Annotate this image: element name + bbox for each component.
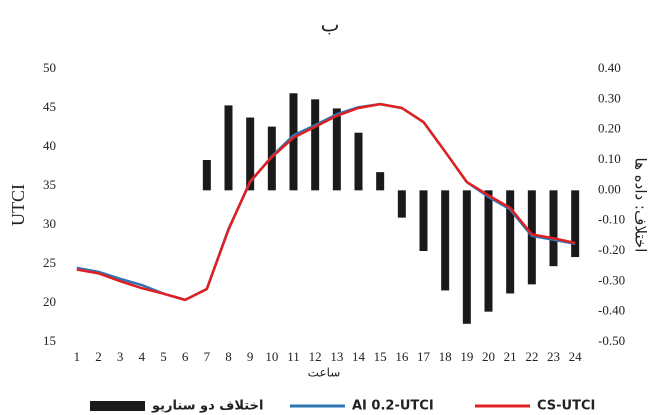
y2-axis-label: اختلاف: داده ها bbox=[632, 158, 650, 253]
x-tick-label: 8 bbox=[225, 349, 232, 364]
legend-label: AI 0.2-UTCI bbox=[352, 399, 434, 414]
x-axis-label: ساعت bbox=[308, 366, 341, 380]
x-tick-label: 1 bbox=[74, 349, 81, 364]
x-tick-label: 3 bbox=[117, 349, 124, 364]
bar bbox=[224, 105, 233, 191]
bar bbox=[289, 93, 298, 191]
y2-tick-label: 0.40 bbox=[598, 60, 621, 75]
x-tick-label: 11 bbox=[287, 349, 300, 364]
y2-tick-label: -0.50 bbox=[598, 333, 625, 348]
bar bbox=[441, 190, 450, 291]
y2-tick-label: -0.10 bbox=[598, 212, 625, 227]
x-tick-label: 6 bbox=[182, 349, 189, 364]
x-tick-label: 20 bbox=[482, 349, 495, 364]
y-tick-label: 50 bbox=[43, 60, 56, 75]
y2-tick-label: -0.20 bbox=[598, 242, 625, 257]
legend-label: اختلاف دو سناریو bbox=[151, 399, 263, 414]
y2-tick-label: 0.10 bbox=[598, 151, 621, 166]
y-tick-label: 25 bbox=[43, 255, 56, 270]
x-tick-label: 19 bbox=[460, 349, 473, 364]
y-tick-label: 35 bbox=[43, 177, 56, 192]
bar bbox=[354, 132, 363, 191]
bar bbox=[311, 99, 320, 191]
x-tick-label: 5 bbox=[160, 349, 167, 364]
y2-tick-label: 0.30 bbox=[598, 90, 621, 105]
y-tick-label: 30 bbox=[43, 216, 56, 231]
y2-tick-label: 0.00 bbox=[598, 181, 621, 196]
x-tick-label: 18 bbox=[439, 349, 452, 364]
y2-tick-label: -0.30 bbox=[598, 272, 625, 287]
bar bbox=[571, 190, 580, 258]
bar bbox=[506, 190, 515, 294]
y-tick-label: 15 bbox=[43, 333, 56, 348]
x-tick-label: 16 bbox=[395, 349, 409, 364]
x-tick-label: 13 bbox=[330, 349, 343, 364]
x-tick-label: 24 bbox=[569, 349, 583, 364]
bar bbox=[527, 190, 536, 285]
y-axis-label: UTCI bbox=[8, 184, 28, 226]
y2-tick-label: 0.20 bbox=[598, 121, 621, 136]
x-tick-label: 22 bbox=[525, 349, 538, 364]
x-tick-label: 23 bbox=[547, 349, 560, 364]
x-tick-label: 7 bbox=[204, 349, 211, 364]
chart-title: ب bbox=[321, 13, 340, 37]
x-tick-label: 4 bbox=[139, 349, 146, 364]
legend-swatch bbox=[90, 401, 145, 411]
x-tick-label: 12 bbox=[309, 349, 322, 364]
line bbox=[76, 102, 576, 302]
x-tick-label: 9 bbox=[247, 349, 254, 364]
bar bbox=[462, 190, 471, 324]
x-tick-label: 14 bbox=[352, 349, 366, 364]
y2-tick-label: -0.40 bbox=[598, 303, 625, 318]
bar bbox=[376, 172, 385, 191]
bar bbox=[246, 117, 255, 191]
x-tick-label: 17 bbox=[417, 349, 431, 364]
bar bbox=[202, 160, 211, 191]
bar bbox=[549, 190, 558, 267]
x-tick-label: 10 bbox=[265, 349, 278, 364]
bar bbox=[419, 190, 428, 251]
x-tick-label: 2 bbox=[95, 349, 102, 364]
y-tick-label: 40 bbox=[43, 138, 56, 153]
bar bbox=[484, 190, 493, 312]
legend-label: CS-UTCI bbox=[537, 399, 595, 414]
y-tick-label: 20 bbox=[43, 294, 56, 309]
bar bbox=[332, 108, 341, 191]
y-tick-label: 45 bbox=[43, 99, 56, 114]
bar bbox=[397, 190, 406, 218]
x-tick-label: 21 bbox=[504, 349, 517, 364]
x-tick-label: 15 bbox=[374, 349, 387, 364]
